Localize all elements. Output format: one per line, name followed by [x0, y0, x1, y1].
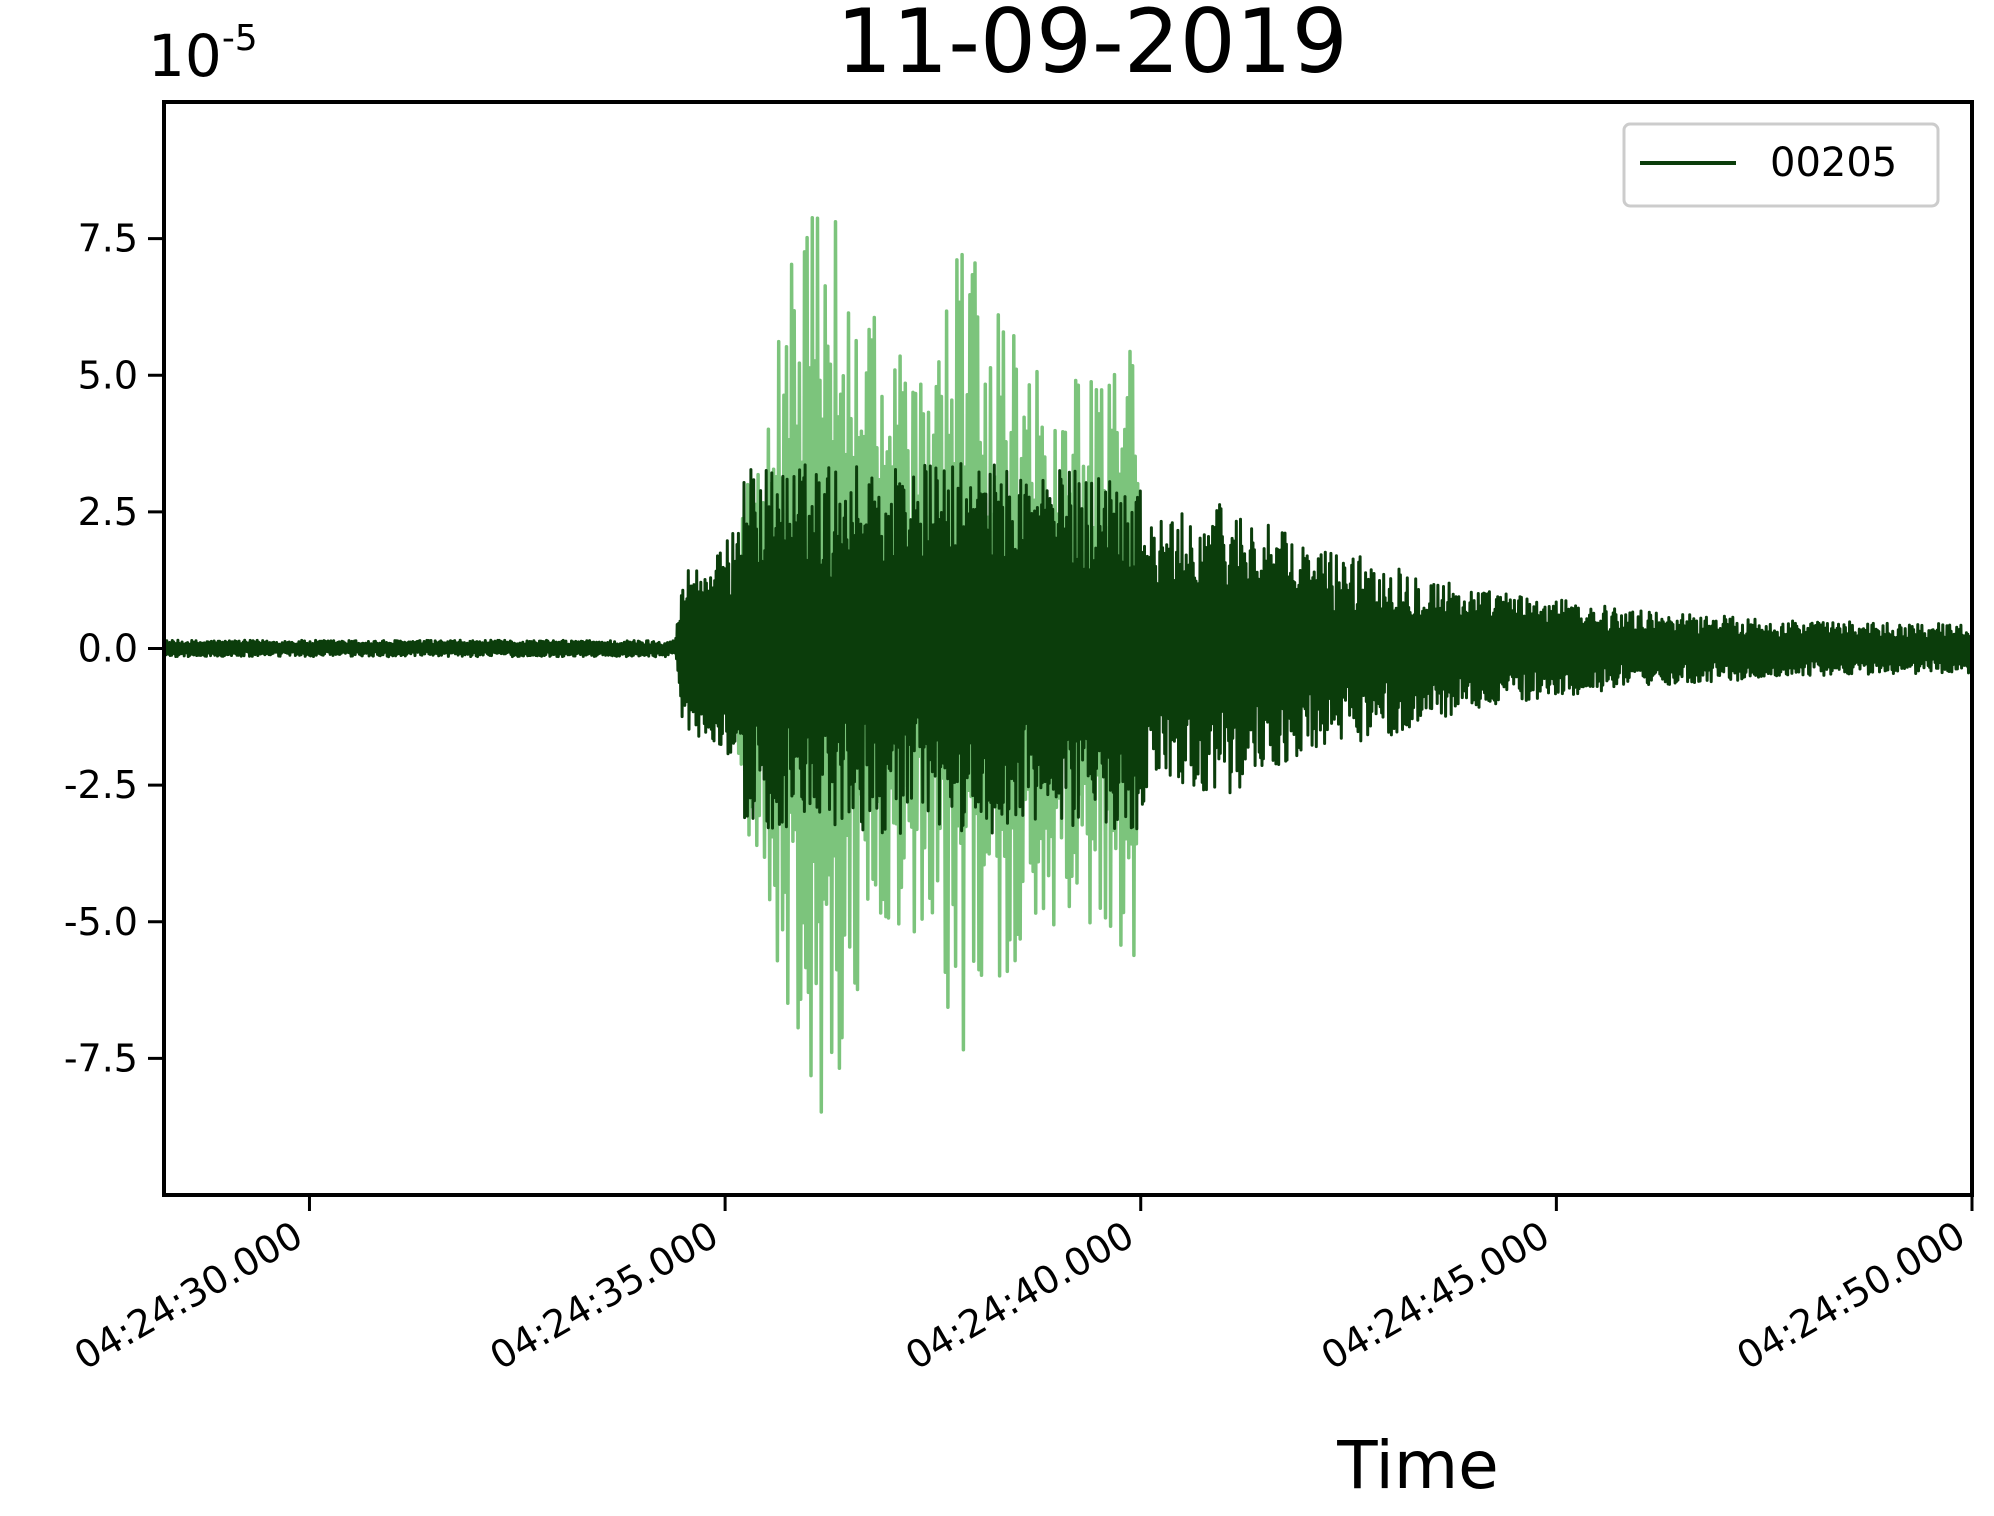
y-tick-label: 5.0 [78, 353, 138, 397]
chart-title: 11-09-2019 [836, 0, 1347, 93]
y-tick-label: 0.0 [78, 627, 138, 671]
y-offset-base: 10 [148, 22, 222, 90]
x-axis-label: Time [1336, 1427, 1499, 1504]
legend-box [1622, 122, 1940, 208]
y-tick-label: -2.5 [64, 763, 138, 807]
x-tick-label: 04:24:30.000 [67, 1213, 310, 1379]
y-offset-label: 10-5 [148, 18, 258, 90]
legend: 00205 [1622, 122, 1940, 208]
x-tick-label: 04:24:35.000 [483, 1213, 726, 1379]
y-tick-label: -5.0 [64, 900, 138, 944]
y-tick-label: 7.5 [78, 217, 138, 261]
series-layer [162, 216, 1974, 1114]
x-tick-label: 04:24:50.000 [1729, 1213, 1972, 1379]
x-tick-label: 04:24:40.000 [898, 1213, 1141, 1379]
plot-area [162, 100, 1974, 1197]
y-offset-exponent: -5 [222, 18, 258, 59]
legend-entry-00205: 00205 [1770, 140, 1897, 186]
y-tick-label: 2.5 [78, 490, 138, 534]
y-tick-label: -7.5 [64, 1036, 138, 1080]
y-axis: 7.5 5.0 2.5 0.0 -2.5 -5.0 -7.5 [64, 217, 164, 1080]
series-line-00205 [162, 462, 1974, 835]
x-tick-label: 04:24:45.000 [1314, 1213, 1557, 1379]
x-axis: 04:24:30.000 04:24:35.000 04:24:40.000 04:2… [67, 1195, 1974, 1379]
